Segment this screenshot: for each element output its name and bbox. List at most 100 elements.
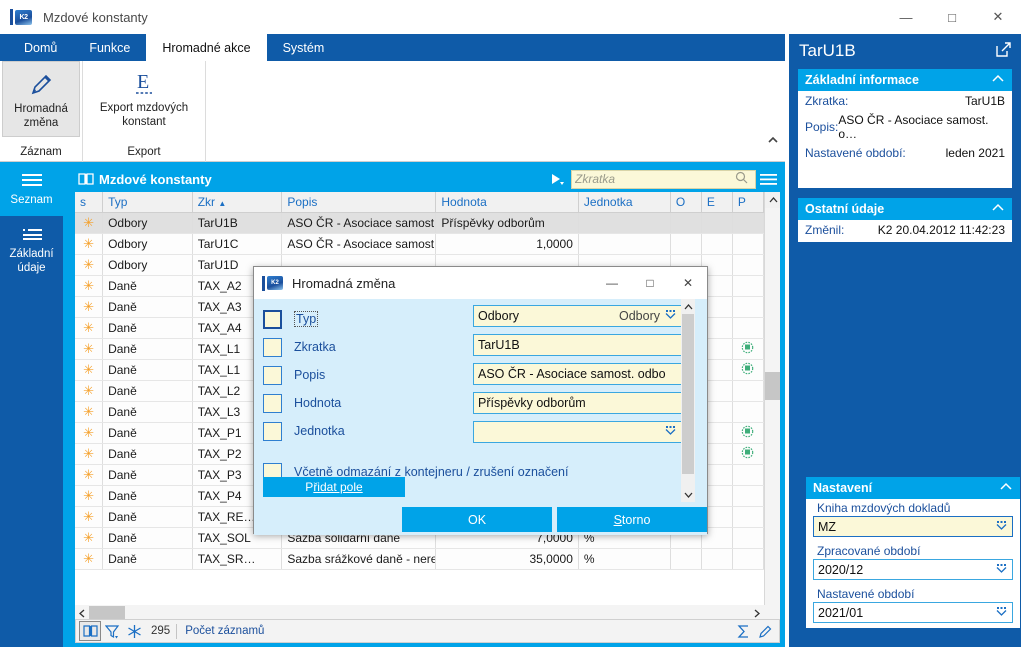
col-popis[interactable]: Popis — [281, 192, 437, 213]
chevron-down-icon[interactable] — [995, 606, 1008, 620]
detail-key: Popis: — [805, 120, 839, 134]
chevron-down-icon[interactable] — [664, 425, 677, 439]
asterisk-icon: ✳ — [83, 445, 94, 461]
dialog-scroll-up-button[interactable] — [681, 299, 695, 314]
open-external-icon[interactable] — [996, 42, 1011, 60]
section-zakladni-informace-header[interactable]: Základní informace — [798, 69, 1012, 91]
dialog-scroll-down-button[interactable] — [681, 487, 695, 502]
checkbox-popis[interactable] — [263, 365, 282, 385]
left-nav-accent-strip — [63, 162, 70, 647]
chevron-down-icon[interactable] — [995, 563, 1008, 577]
scroll-left-button[interactable] — [75, 605, 89, 621]
asterisk-icon: ✳ — [83, 466, 94, 482]
vertical-scrollbar[interactable] — [764, 192, 780, 621]
chevron-up-icon[interactable] — [991, 203, 1005, 215]
horizontal-scroll-thumb[interactable] — [89, 606, 125, 620]
maximize-icon[interactable]: □ — [948, 9, 956, 25]
input-popis[interactable]: ASO ČR - Asociace samost. odbo — [473, 363, 682, 385]
asterisk-snowflake-icon[interactable] — [123, 621, 145, 641]
detail-row: Změnil: K2 20.04.2012 11:42:23 — [798, 220, 1012, 239]
sidebar-item-seznam[interactable]: Seznam — [0, 162, 63, 216]
row-marker-cell: ✳ — [75, 506, 104, 528]
play-dropdown-icon[interactable] — [549, 172, 565, 186]
col-o[interactable]: O — [670, 192, 702, 213]
minimize-icon[interactable]: — — [899, 9, 913, 25]
ok-button[interactable]: OK — [402, 507, 552, 532]
close-icon[interactable]: ✕ — [992, 9, 1004, 24]
search-field[interactable] — [571, 169, 756, 189]
cell-p — [732, 485, 765, 507]
export-mzdovych-konstant-label: Export mzdových konstant — [99, 102, 189, 128]
kniha-mzdovych-dokladu-select[interactable]: MZ — [813, 516, 1013, 537]
export-mzdovych-konstant-button[interactable]: E Export mzdových konstant — [85, 61, 203, 137]
input-hodnota[interactable]: Příspěvky odborům — [473, 392, 682, 414]
col-s[interactable]: s — [75, 192, 104, 213]
field-label: Zpracované období — [817, 544, 921, 558]
funnel-icon[interactable] — [101, 621, 123, 641]
col-hodnota[interactable]: Hodnota — [435, 192, 579, 213]
hamburger-icon[interactable] — [756, 173, 780, 186]
cell-typ: Daně — [102, 527, 193, 549]
section-ostatni-udaje-header[interactable]: Ostatní údaje — [798, 198, 1012, 220]
chevron-up-icon[interactable] — [767, 135, 779, 147]
row-marker-cell: ✳ — [75, 527, 104, 549]
col-zkr[interactable]: Zkr ▲ — [192, 192, 283, 213]
book-icon[interactable] — [79, 621, 101, 641]
chevron-up-icon[interactable] — [991, 74, 1005, 86]
input-hodnota-value: Příspěvky odborům — [478, 396, 586, 410]
cell-jednotka — [578, 233, 671, 255]
input-jednotka[interactable] — [473, 421, 682, 443]
maximize-icon[interactable]: □ — [646, 276, 654, 290]
chevron-down-icon[interactable] — [664, 309, 677, 323]
sigma-icon[interactable] — [732, 621, 754, 641]
row-marker-cell: ✳ — [75, 464, 104, 486]
cell-typ: Daně — [102, 380, 193, 402]
hromadna-zmena-button[interactable]: Hromadná změna — [2, 61, 80, 137]
field-row-hodnota: Hodnota Příspěvky odborům — [254, 389, 695, 417]
col-p[interactable]: P — [732, 192, 765, 213]
col-typ[interactable]: Typ — [102, 192, 193, 213]
tab-hromadne-akce[interactable]: Hromadné akce — [146, 34, 267, 61]
col-jednotka[interactable]: Jednotka — [578, 192, 671, 213]
pencil-icon[interactable] — [754, 621, 776, 641]
scroll-right-button[interactable] — [750, 605, 764, 621]
checkbox-jednotka[interactable] — [263, 421, 282, 441]
cell-hodnota: 1,0000 — [435, 233, 579, 255]
tab-system[interactable]: Systém — [282, 40, 325, 55]
horizontal-scrollbar[interactable] — [75, 605, 780, 621]
checkbox-hodnota[interactable] — [263, 393, 282, 413]
tab-funkce[interactable]: Funkce — [89, 40, 131, 55]
zpracovane-obdobi-select[interactable]: 2020/12 — [813, 559, 1013, 580]
input-typ[interactable]: Odbory Odbory — [473, 305, 682, 327]
checkbox-typ[interactable] — [263, 309, 282, 329]
nastavene-obdobi-select[interactable]: 2021/01 — [813, 602, 1013, 623]
magnifier-icon[interactable] — [735, 171, 748, 187]
input-zkratka[interactable]: TarU1B — [473, 334, 682, 356]
search-input[interactable] — [575, 172, 735, 186]
checkbox-zkratka[interactable] — [263, 337, 282, 357]
vertical-scroll-thumb[interactable] — [765, 372, 780, 400]
chevron-down-icon[interactable] — [995, 520, 1008, 534]
col-e[interactable]: E — [701, 192, 733, 213]
scroll-up-button[interactable] — [765, 192, 780, 208]
chevron-up-icon[interactable] — [999, 482, 1013, 494]
input-zkratka-value: TarU1B — [478, 338, 520, 352]
dialog-scroll-thumb[interactable] — [682, 314, 694, 474]
dialog-vertical-scrollbar[interactable] — [681, 299, 695, 502]
cell-e — [701, 422, 733, 444]
field-row-popis: Popis ASO ČR - Asociace samost. odbo — [254, 361, 695, 389]
row-marker-cell: ✳ — [75, 254, 104, 276]
minimize-icon[interactable]: — — [606, 276, 618, 290]
cell-p — [732, 254, 765, 276]
cell-p — [732, 317, 765, 339]
tab-domu[interactable]: Domů — [24, 40, 58, 55]
sidebar-item-zakladni-udaje[interactable]: Základní údaje — [0, 216, 63, 284]
close-icon[interactable]: ✕ — [682, 276, 694, 290]
section-nastaveni-header[interactable]: Nastavení — [806, 477, 1020, 499]
cell-hodnota: 35,0000 — [435, 548, 579, 570]
